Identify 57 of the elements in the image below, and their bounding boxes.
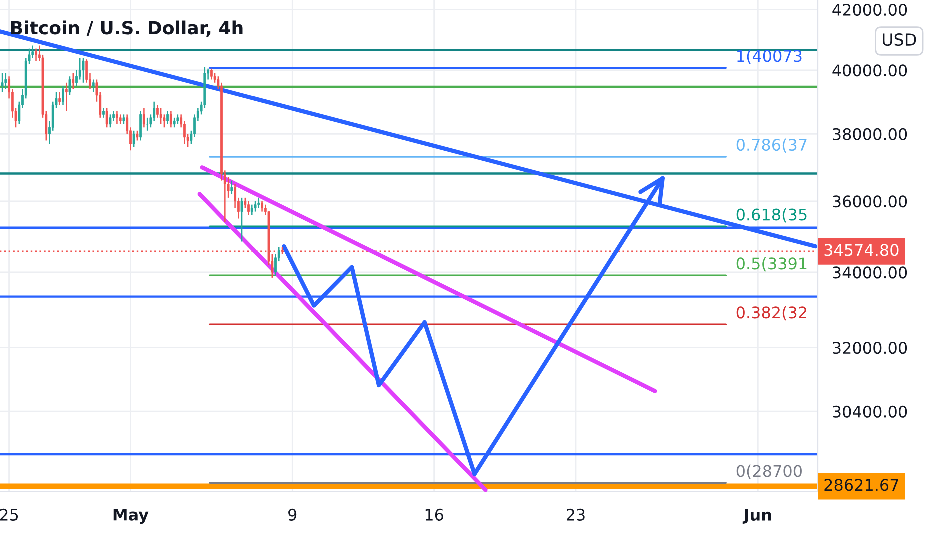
candlestick bbox=[261, 200, 264, 212]
candlestick bbox=[102, 108, 105, 119]
candlestick bbox=[136, 130, 139, 142]
candlestick bbox=[166, 110, 170, 126]
candlestick bbox=[230, 180, 234, 196]
text: USD bbox=[883, 33, 916, 46]
x-tick-label: May bbox=[114, 509, 149, 524]
candlestick bbox=[4, 72, 8, 90]
series-label: 0.382(32 bbox=[736, 306, 806, 321]
x-tick-label: Jun bbox=[742, 509, 772, 524]
x-tick-label: 16 bbox=[426, 508, 444, 522]
candlestick bbox=[258, 197, 260, 209]
x-tick-label: 9 bbox=[288, 508, 297, 522]
candlestick bbox=[146, 117, 149, 132]
candlestick bbox=[119, 114, 122, 126]
candlestick bbox=[240, 197, 244, 242]
candlestick bbox=[250, 204, 254, 216]
candlestick bbox=[173, 117, 176, 128]
candlestick bbox=[140, 110, 142, 142]
y-tick-label: 40000.00 bbox=[832, 64, 908, 77]
candlestick bbox=[68, 76, 72, 96]
candlestick bbox=[72, 72, 75, 90]
candlestick bbox=[132, 130, 136, 148]
series-label: 0.618(35 bbox=[736, 208, 807, 223]
x-tick-label: 25 bbox=[0, 508, 18, 522]
y-tick-label: 38000.00 bbox=[833, 128, 908, 140]
ref-line-label: 34574.80 bbox=[824, 244, 899, 256]
series-label: 0.786(37 bbox=[736, 138, 807, 153]
series-label: 1(40073 bbox=[738, 50, 802, 64]
x-tick-label: 23 bbox=[566, 508, 585, 522]
candlestick bbox=[116, 110, 118, 126]
candlestick bbox=[160, 108, 162, 126]
candlestick bbox=[248, 200, 250, 216]
series-label: 0(28700 bbox=[736, 464, 802, 480]
candlestick bbox=[82, 57, 85, 84]
candlestick bbox=[106, 108, 108, 128]
candlestick bbox=[170, 110, 172, 128]
ref-line-label: 28621.67 bbox=[824, 479, 898, 492]
y-tick-label: 42000.00 bbox=[832, 4, 908, 16]
candlestick bbox=[122, 114, 126, 126]
candlestick bbox=[65, 82, 68, 112]
candlestick bbox=[92, 79, 95, 93]
y-tick-label: 32000.00 bbox=[833, 342, 908, 354]
candlestick bbox=[58, 92, 62, 106]
series-label: 0.5(3391 bbox=[736, 257, 807, 272]
candlestick bbox=[109, 114, 112, 128]
candlestick bbox=[142, 108, 146, 128]
y-tick-label: 34000.00 bbox=[833, 266, 908, 279]
candlestick bbox=[62, 85, 64, 106]
y-tick-label: 36000.00 bbox=[833, 196, 908, 208]
candlestick bbox=[35, 48, 38, 62]
candlestick bbox=[254, 200, 257, 212]
candlestick bbox=[210, 68, 213, 80]
y-tick-label: 30400.00 bbox=[833, 406, 908, 418]
candlestick bbox=[176, 114, 180, 126]
text: Bitcoin / U.S. Dollar, 4h bbox=[11, 20, 243, 38]
candlestick bbox=[1, 72, 4, 93]
